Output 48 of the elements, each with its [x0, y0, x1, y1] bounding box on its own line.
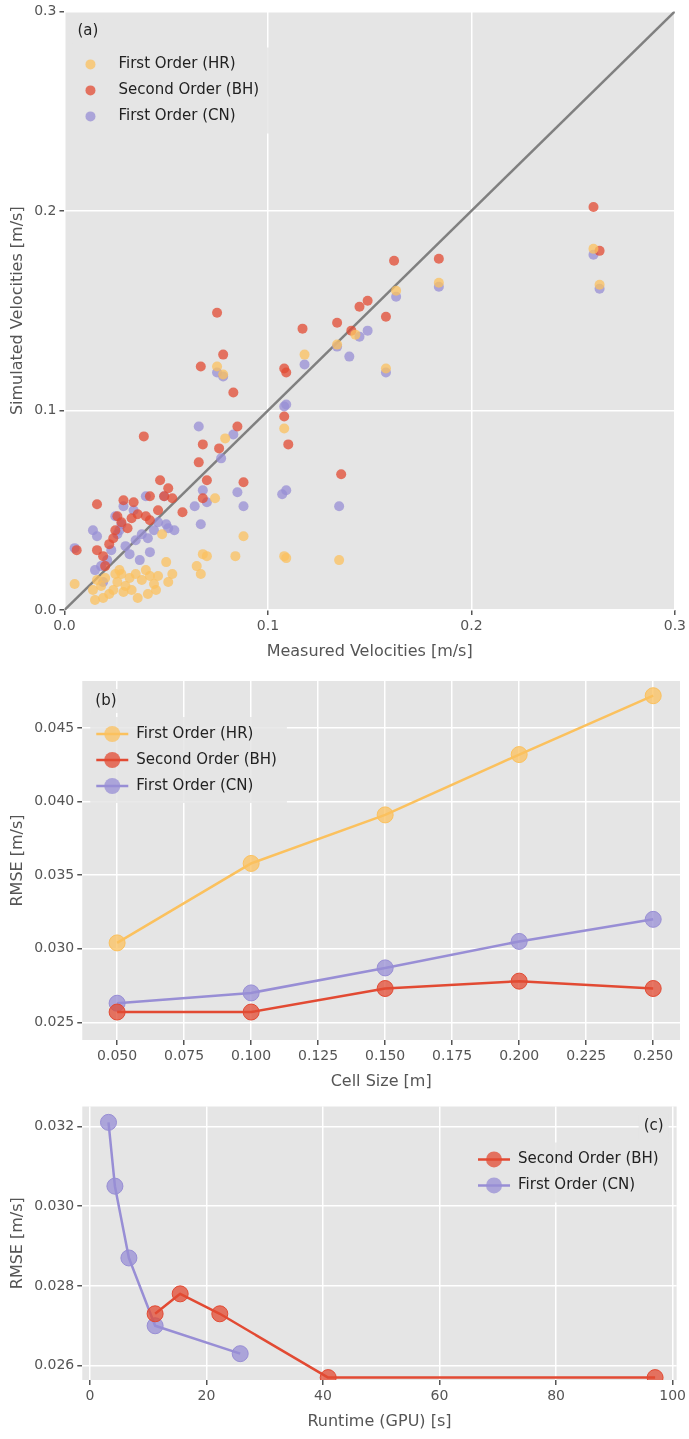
legend-label: First Order (HR)	[118, 54, 236, 73]
legend-label: First Order (HR)	[136, 723, 254, 742]
x-tick-label: 40	[314, 1387, 332, 1404]
y-axis-title: RMSE [m/s]	[6, 814, 26, 907]
annotation: (a)	[77, 21, 99, 40]
y-tick-label: 0.030	[34, 1196, 75, 1213]
x-tick-label: 0.225	[566, 1047, 607, 1064]
x-tick-label: 0.075	[164, 1047, 205, 1064]
x-tick-label: 0.150	[365, 1047, 406, 1064]
y-tick-label: 0.025	[34, 1012, 75, 1029]
x-tick-label: 100	[659, 1387, 686, 1404]
x-axis-title: Measured Velocities [m/s]	[266, 640, 473, 660]
x-tick-label: 0.1	[256, 617, 280, 634]
legend-label: Second Order (BH)	[136, 749, 277, 768]
y-tick-label: 0.026	[34, 1356, 75, 1373]
x-tick-label: 0.3	[663, 617, 686, 634]
annotation: (b)	[95, 690, 117, 709]
legend-label: First Order (CN)	[518, 1175, 636, 1194]
x-tick-label: 0	[85, 1387, 95, 1404]
x-tick-label: 0.175	[432, 1047, 473, 1064]
legend-label: First Order (CN)	[136, 775, 254, 794]
x-tick-label: 60	[430, 1387, 449, 1404]
y-tick-label: 0.035	[34, 865, 75, 882]
x-axis-title: Runtime (GPU) [s]	[307, 1410, 452, 1430]
y-tick-label: 0.028	[34, 1276, 75, 1293]
x-tick-label: 0.2	[460, 617, 483, 634]
legend-label: Second Order (BH)	[518, 1149, 659, 1168]
y-tick-label: 0.1	[34, 401, 57, 418]
y-tick-label: 0.045	[34, 718, 75, 735]
y-tick-label: 0.032	[34, 1116, 75, 1133]
y-tick-label: 0.3	[34, 2, 57, 19]
y-tick-label: 0.0	[34, 600, 57, 617]
y-tick-label: 0.040	[34, 792, 75, 809]
x-axis-title: Cell Size [m]	[330, 1070, 432, 1090]
legend-label: First Order (CN)	[118, 106, 236, 125]
x-tick-label: 20	[197, 1387, 216, 1404]
x-tick-label: 0.050	[97, 1047, 138, 1064]
x-tick-label: 0.200	[499, 1047, 540, 1064]
x-tick-label: 0.250	[633, 1047, 674, 1064]
y-tick-label: 0.030	[34, 939, 75, 956]
annotation: (c)	[643, 1116, 664, 1135]
y-axis-title: Simulated Velocities [m/s]	[6, 206, 26, 416]
x-tick-label: 0.100	[231, 1047, 272, 1064]
y-axis-title: RMSE [m/s]	[6, 1197, 26, 1290]
x-tick-label: 80	[547, 1387, 565, 1404]
x-tick-label: 0.125	[298, 1047, 339, 1064]
legend-label: Second Order (BH)	[118, 80, 260, 99]
y-tick-label: 0.2	[34, 201, 57, 218]
